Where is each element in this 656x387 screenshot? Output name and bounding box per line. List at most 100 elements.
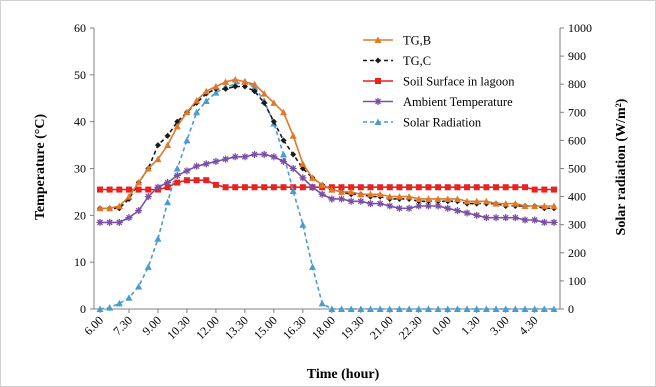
- series-tg-b: [96, 76, 558, 212]
- data-point: [502, 305, 510, 312]
- data-point: [164, 132, 171, 139]
- data-point: [164, 179, 172, 187]
- data-point: [193, 108, 201, 116]
- data-point: [337, 305, 345, 312]
- data-point: [251, 150, 259, 158]
- data-point: [531, 216, 539, 224]
- data-point: [96, 218, 104, 226]
- y-left-tick-label: 20: [74, 208, 86, 222]
- data-point: [318, 299, 326, 307]
- data-point: [144, 193, 152, 201]
- data-point: [106, 186, 113, 193]
- data-point: [550, 202, 558, 209]
- data-point: [357, 190, 365, 198]
- data-point: [280, 184, 287, 191]
- data-point: [434, 305, 442, 312]
- data-point: [289, 165, 297, 172]
- data-point: [396, 184, 403, 191]
- data-point: [115, 218, 123, 226]
- series-layer: [96, 76, 558, 312]
- legend-marker: [374, 118, 382, 125]
- data-point: [366, 190, 374, 198]
- data-point: [434, 195, 442, 202]
- data-point: [463, 197, 471, 205]
- data-point: [444, 195, 452, 202]
- data-point: [173, 165, 181, 172]
- data-point: [424, 305, 432, 312]
- legend-label: TG,B: [403, 34, 431, 48]
- data-point: [415, 195, 423, 202]
- data-point: [493, 184, 500, 191]
- data-point: [357, 197, 365, 205]
- data-point: [348, 184, 355, 191]
- data-point: [453, 305, 461, 312]
- data-point: [482, 214, 490, 222]
- data-point: [453, 195, 461, 202]
- y-left-tick-label: 60: [74, 21, 86, 35]
- data-point: [512, 184, 519, 191]
- data-point: [251, 80, 259, 88]
- data-point: [376, 305, 384, 312]
- data-point: [328, 305, 336, 312]
- data-point: [434, 202, 442, 210]
- data-point: [280, 157, 288, 165]
- data-point: [280, 108, 288, 116]
- data-point: [183, 177, 190, 184]
- data-point: [116, 186, 123, 193]
- data-point: [521, 305, 529, 312]
- axes: 0102030405060010020030040050060070080090…: [74, 21, 592, 342]
- data-point: [502, 200, 510, 207]
- data-point: [241, 184, 248, 191]
- data-point: [366, 200, 374, 208]
- legend-marker: [374, 98, 382, 105]
- data-point: [289, 132, 297, 139]
- data-point: [261, 99, 268, 106]
- legend-item: TG,B: [363, 34, 431, 48]
- data-point: [280, 137, 287, 144]
- data-point: [144, 165, 152, 172]
- data-point: [289, 187, 297, 194]
- legend-item: Solar Radiation: [363, 116, 482, 130]
- data-point: [106, 218, 114, 226]
- data-point: [174, 179, 181, 186]
- data-point: [395, 204, 403, 212]
- data-point: [521, 216, 529, 224]
- data-point: [106, 204, 114, 212]
- data-point: [444, 305, 452, 312]
- legend-marker: [375, 57, 381, 64]
- data-point: [232, 184, 239, 191]
- data-point: [106, 304, 114, 311]
- y-right-tick-label: 200: [568, 246, 586, 260]
- data-point: [96, 305, 104, 312]
- data-point: [376, 200, 384, 208]
- data-point: [309, 263, 317, 270]
- data-point: [337, 188, 345, 195]
- data-point: [261, 184, 268, 191]
- legend-item: Ambient Temperature: [363, 95, 513, 109]
- data-point: [154, 142, 161, 149]
- data-point: [328, 195, 336, 203]
- data-point: [241, 153, 249, 161]
- data-point: [531, 305, 539, 312]
- data-point: [551, 186, 557, 193]
- data-point: [357, 305, 365, 312]
- data-point: [386, 184, 393, 191]
- data-point: [473, 197, 481, 205]
- legend-marker: [375, 78, 381, 84]
- data-point: [212, 181, 219, 188]
- data-point: [424, 195, 432, 202]
- data-point: [241, 83, 248, 90]
- data-point: [386, 202, 394, 210]
- data-point: [164, 141, 172, 149]
- data-point: [540, 218, 548, 226]
- data-point: [415, 305, 423, 312]
- data-point: [135, 283, 143, 290]
- data-point: [367, 184, 374, 191]
- data-point: [232, 83, 239, 90]
- legend-label: Ambient Temperature: [403, 95, 513, 109]
- data-point: [125, 186, 132, 193]
- data-point: [511, 305, 519, 312]
- y-left-tick-label: 50: [74, 68, 86, 82]
- data-point: [164, 184, 171, 191]
